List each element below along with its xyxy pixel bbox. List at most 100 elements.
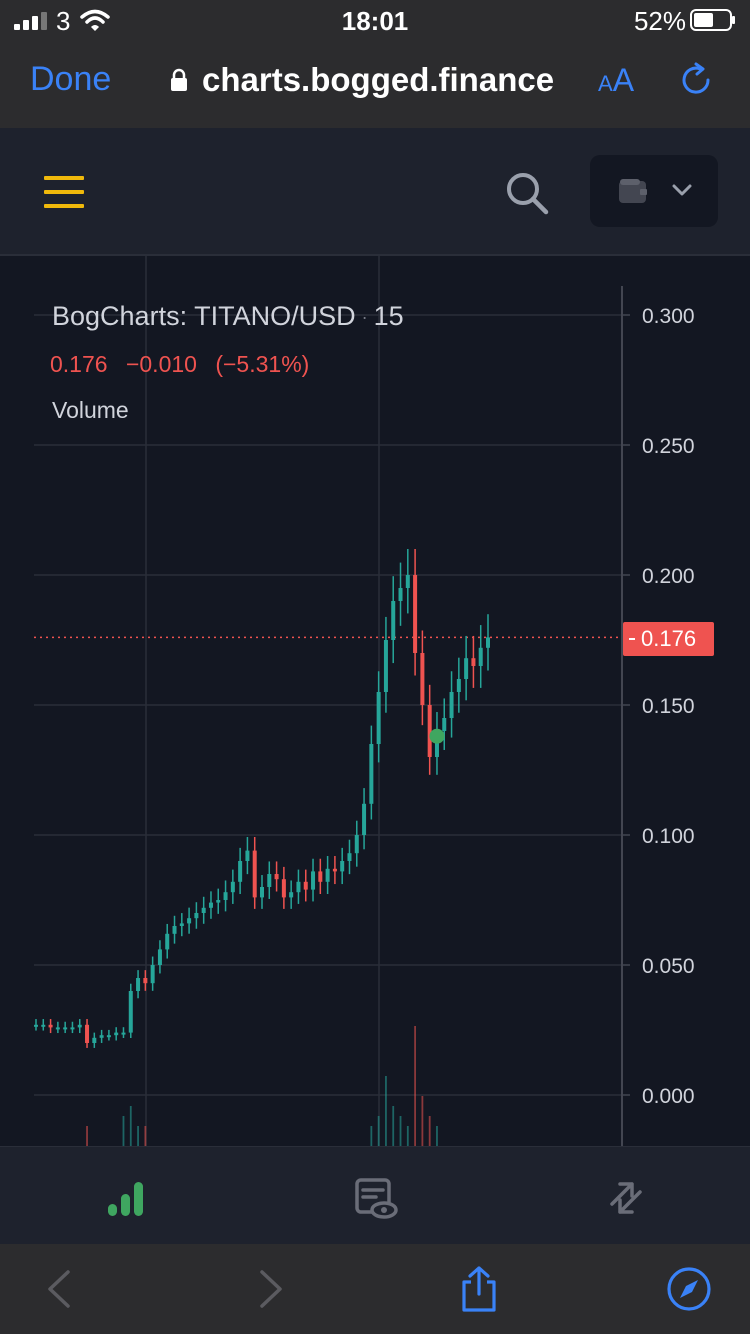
done-button[interactable]: Done: [30, 60, 112, 98]
volume-bar: [428, 1116, 431, 1146]
candle-body: [325, 868, 330, 882]
candle-body: [259, 887, 265, 898]
candle-body: [413, 575, 418, 653]
candle-body: [267, 874, 272, 887]
volume-bar: [392, 1106, 395, 1146]
candle-body: [194, 913, 199, 919]
candle-body: [252, 850, 257, 898]
carrier-label: 3: [56, 6, 71, 36]
lock-icon: [171, 68, 187, 91]
candle-body: [70, 1027, 75, 1030]
volume-bar: [436, 1126, 438, 1146]
cellular-signal-icon: [14, 12, 47, 30]
candle-body: [383, 640, 388, 692]
back-arrow-icon[interactable]: [36, 1266, 82, 1312]
candle-body: [398, 588, 403, 601]
app-bottom-nav: [0, 1146, 750, 1244]
text-size-big-label: A: [612, 62, 635, 98]
y-tick-label: 0.150: [642, 695, 695, 718]
candle-body: [362, 803, 367, 835]
candle-body: [340, 861, 345, 872]
candle-body: [157, 949, 162, 965]
chart-legend-title: BogCharts: TITANO/USD · 15: [52, 301, 404, 332]
candle-body: [456, 679, 461, 692]
candle-body: [442, 718, 447, 731]
address-bar[interactable]: charts.bogged.finance: [170, 60, 554, 100]
chevron-down-icon: [672, 184, 692, 196]
wallet-button[interactable]: [590, 155, 718, 227]
candle-body: [63, 1027, 68, 1030]
candle-body: [77, 1024, 82, 1028]
volume-bar: [406, 1126, 409, 1146]
candle-body: [391, 601, 396, 640]
candle-body: [274, 874, 279, 880]
nav-chart-button[interactable]: [0, 1147, 250, 1245]
last-price: 0.176: [50, 351, 108, 377]
candle-body: [281, 879, 286, 898]
volume-bar: [421, 1096, 424, 1146]
volume-bar: [399, 1116, 402, 1146]
candle-body: [33, 1024, 39, 1027]
nav-watchlist-button[interactable]: [250, 1147, 500, 1245]
text-size-small-label: A: [598, 71, 613, 96]
candle-body: [230, 881, 235, 893]
url-text: charts.bogged.finance: [202, 61, 555, 98]
current-price-tag: 0.176: [623, 622, 714, 656]
legend-separator: ·: [361, 307, 368, 328]
volume-legend: Volume: [52, 397, 129, 423]
candle-body: [201, 907, 206, 913]
candle-body: [187, 918, 192, 924]
price-change: −0.010: [125, 351, 197, 377]
volume-bar: [137, 1126, 139, 1146]
volume-bar: [414, 1026, 416, 1146]
bar-chart-icon: [108, 1182, 143, 1216]
candle-body: [41, 1024, 46, 1027]
candle-body: [311, 871, 316, 890]
candle-body: [92, 1037, 97, 1043]
forward-arrow-icon[interactable]: [248, 1266, 294, 1312]
candle-body: [347, 853, 352, 861]
candle-body: [48, 1024, 53, 1028]
share-icon[interactable]: [456, 1266, 502, 1312]
candle-body: [427, 705, 432, 757]
text-size-button[interactable]: AA: [598, 62, 634, 99]
event-marker: [429, 728, 445, 744]
candle-body: [128, 991, 133, 1033]
volume-bar: [129, 1106, 132, 1146]
candle-body: [405, 575, 410, 588]
candle-body: [172, 926, 177, 934]
battery-percent: 52%: [633, 6, 686, 36]
candle-body: [434, 731, 439, 757]
candle-body: [303, 881, 308, 890]
wifi-icon: [80, 9, 110, 31]
nav-swap-button[interactable]: [500, 1147, 750, 1245]
candle-body: [289, 892, 294, 898]
app-header: [0, 128, 750, 256]
compass-icon[interactable]: [666, 1266, 712, 1312]
chart-legend-price: 0.176 −0.010 (−5.31%): [50, 351, 321, 378]
swap-arrows-icon: [610, 1182, 642, 1214]
browser-toolbar: Done charts.bogged.finance AA: [0, 40, 750, 128]
price-chart[interactable]: 0.300 0.250 0.200 0.150 0.100 0.050 0.000 BogC…: [0, 256, 750, 1146]
candle-body: [143, 978, 148, 984]
candle-body: [354, 835, 359, 854]
hamburger-menu-icon[interactable]: [44, 176, 84, 208]
candle-body: [136, 978, 141, 991]
candle-body: [245, 850, 250, 861]
candle-body: [55, 1027, 60, 1030]
candle-body: [296, 881, 301, 893]
candle-body: [216, 900, 221, 903]
battery-icon: [690, 9, 735, 31]
candle-body: [478, 647, 483, 666]
candle-body: [318, 871, 323, 882]
candle-body: [369, 744, 374, 804]
chart-canvas[interactable]: 0.300 0.250 0.200 0.150 0.100 0.050 0.000: [0, 256, 750, 1146]
candle-body: [485, 637, 491, 648]
search-icon[interactable]: [504, 170, 550, 216]
candle-body: [179, 923, 184, 926]
candle-body: [150, 965, 155, 984]
volume-bar: [86, 1126, 88, 1146]
reload-icon[interactable]: [678, 62, 714, 98]
y-tick-label: 0.250: [642, 435, 695, 458]
y-tick-label: 0.100: [642, 825, 695, 848]
